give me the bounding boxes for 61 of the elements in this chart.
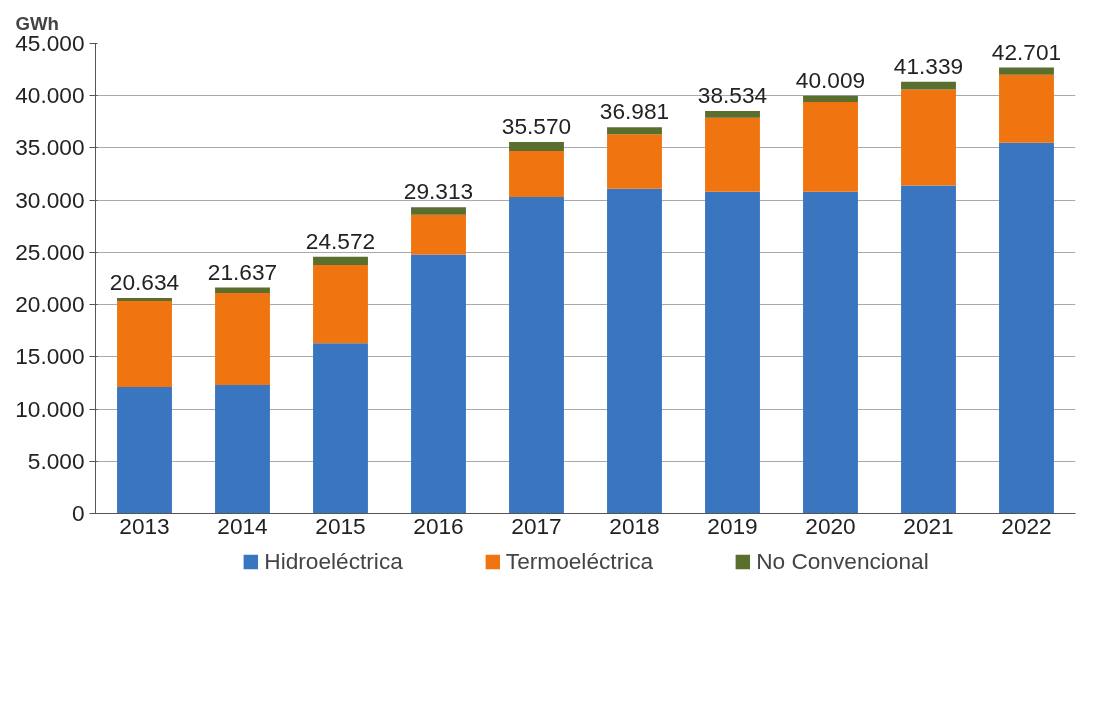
bar (607, 127, 662, 135)
bar (999, 74, 1054, 143)
bar (313, 256, 368, 265)
bar (411, 254, 466, 514)
x-tick-label: 2015 (315, 512, 366, 539)
total-label: 36.981 (599, 98, 670, 125)
bar (509, 141, 564, 152)
bar (117, 300, 172, 388)
bar (607, 134, 662, 189)
bar (901, 185, 956, 514)
y-tick-label: 15.000 (15, 343, 85, 370)
legend-label: No Convencional (756, 547, 929, 575)
total-label: 20.634 (109, 268, 180, 295)
y-tick-label: 20.000 (15, 291, 85, 318)
legend-label: Hidroeléctrica (264, 547, 403, 575)
bar (999, 67, 1054, 75)
x-tick-label: 2019 (707, 512, 758, 539)
bar (509, 197, 564, 514)
bar (803, 101, 858, 192)
y-tick-label: 35.000 (15, 134, 85, 161)
bar (411, 214, 466, 255)
x-tick-label: 2018 (609, 512, 660, 539)
total-label: 40.009 (795, 66, 866, 93)
bar (803, 95, 858, 102)
bar (705, 117, 760, 192)
y-tick-label: 5.000 (27, 447, 85, 474)
x-tick-label: 2016 (413, 512, 464, 539)
bar (117, 297, 172, 301)
bar (117, 387, 172, 514)
bar (901, 81, 956, 90)
total-label: 29.313 (403, 178, 474, 205)
bar (607, 188, 662, 514)
y-tick-label: 10.000 (15, 395, 85, 422)
bar (999, 142, 1054, 514)
bar (215, 385, 270, 514)
bar (313, 343, 368, 514)
x-tick-label: 2020 (805, 512, 856, 539)
bar (509, 151, 564, 198)
bar (803, 191, 858, 514)
legend-label: Termoeléctrica (505, 547, 654, 575)
total-label: 35.570 (501, 112, 572, 139)
y-tick-label: 40.000 (15, 82, 85, 109)
total-label: 38.534 (697, 82, 768, 109)
bar (313, 264, 368, 344)
x-tick-label: 2014 (217, 512, 268, 539)
total-label: 24.572 (305, 227, 376, 254)
bar (901, 89, 956, 186)
y-tick-label: 0 (71, 500, 85, 526)
y-tick-label: 25.000 (15, 238, 85, 265)
x-tick-label: 2021 (903, 512, 954, 539)
total-label: 42.701 (991, 38, 1062, 65)
total-label: 41.339 (893, 52, 964, 79)
x-tick-label: 2022 (1001, 512, 1052, 539)
x-tick-label: 2017 (511, 512, 562, 539)
bar (705, 191, 760, 514)
bar (705, 111, 760, 118)
bar (215, 293, 270, 386)
y-tick-label: 30.000 (15, 186, 85, 213)
bar (411, 207, 466, 215)
x-tick-label: 2013 (119, 512, 170, 539)
total-label: 21.637 (207, 258, 278, 285)
